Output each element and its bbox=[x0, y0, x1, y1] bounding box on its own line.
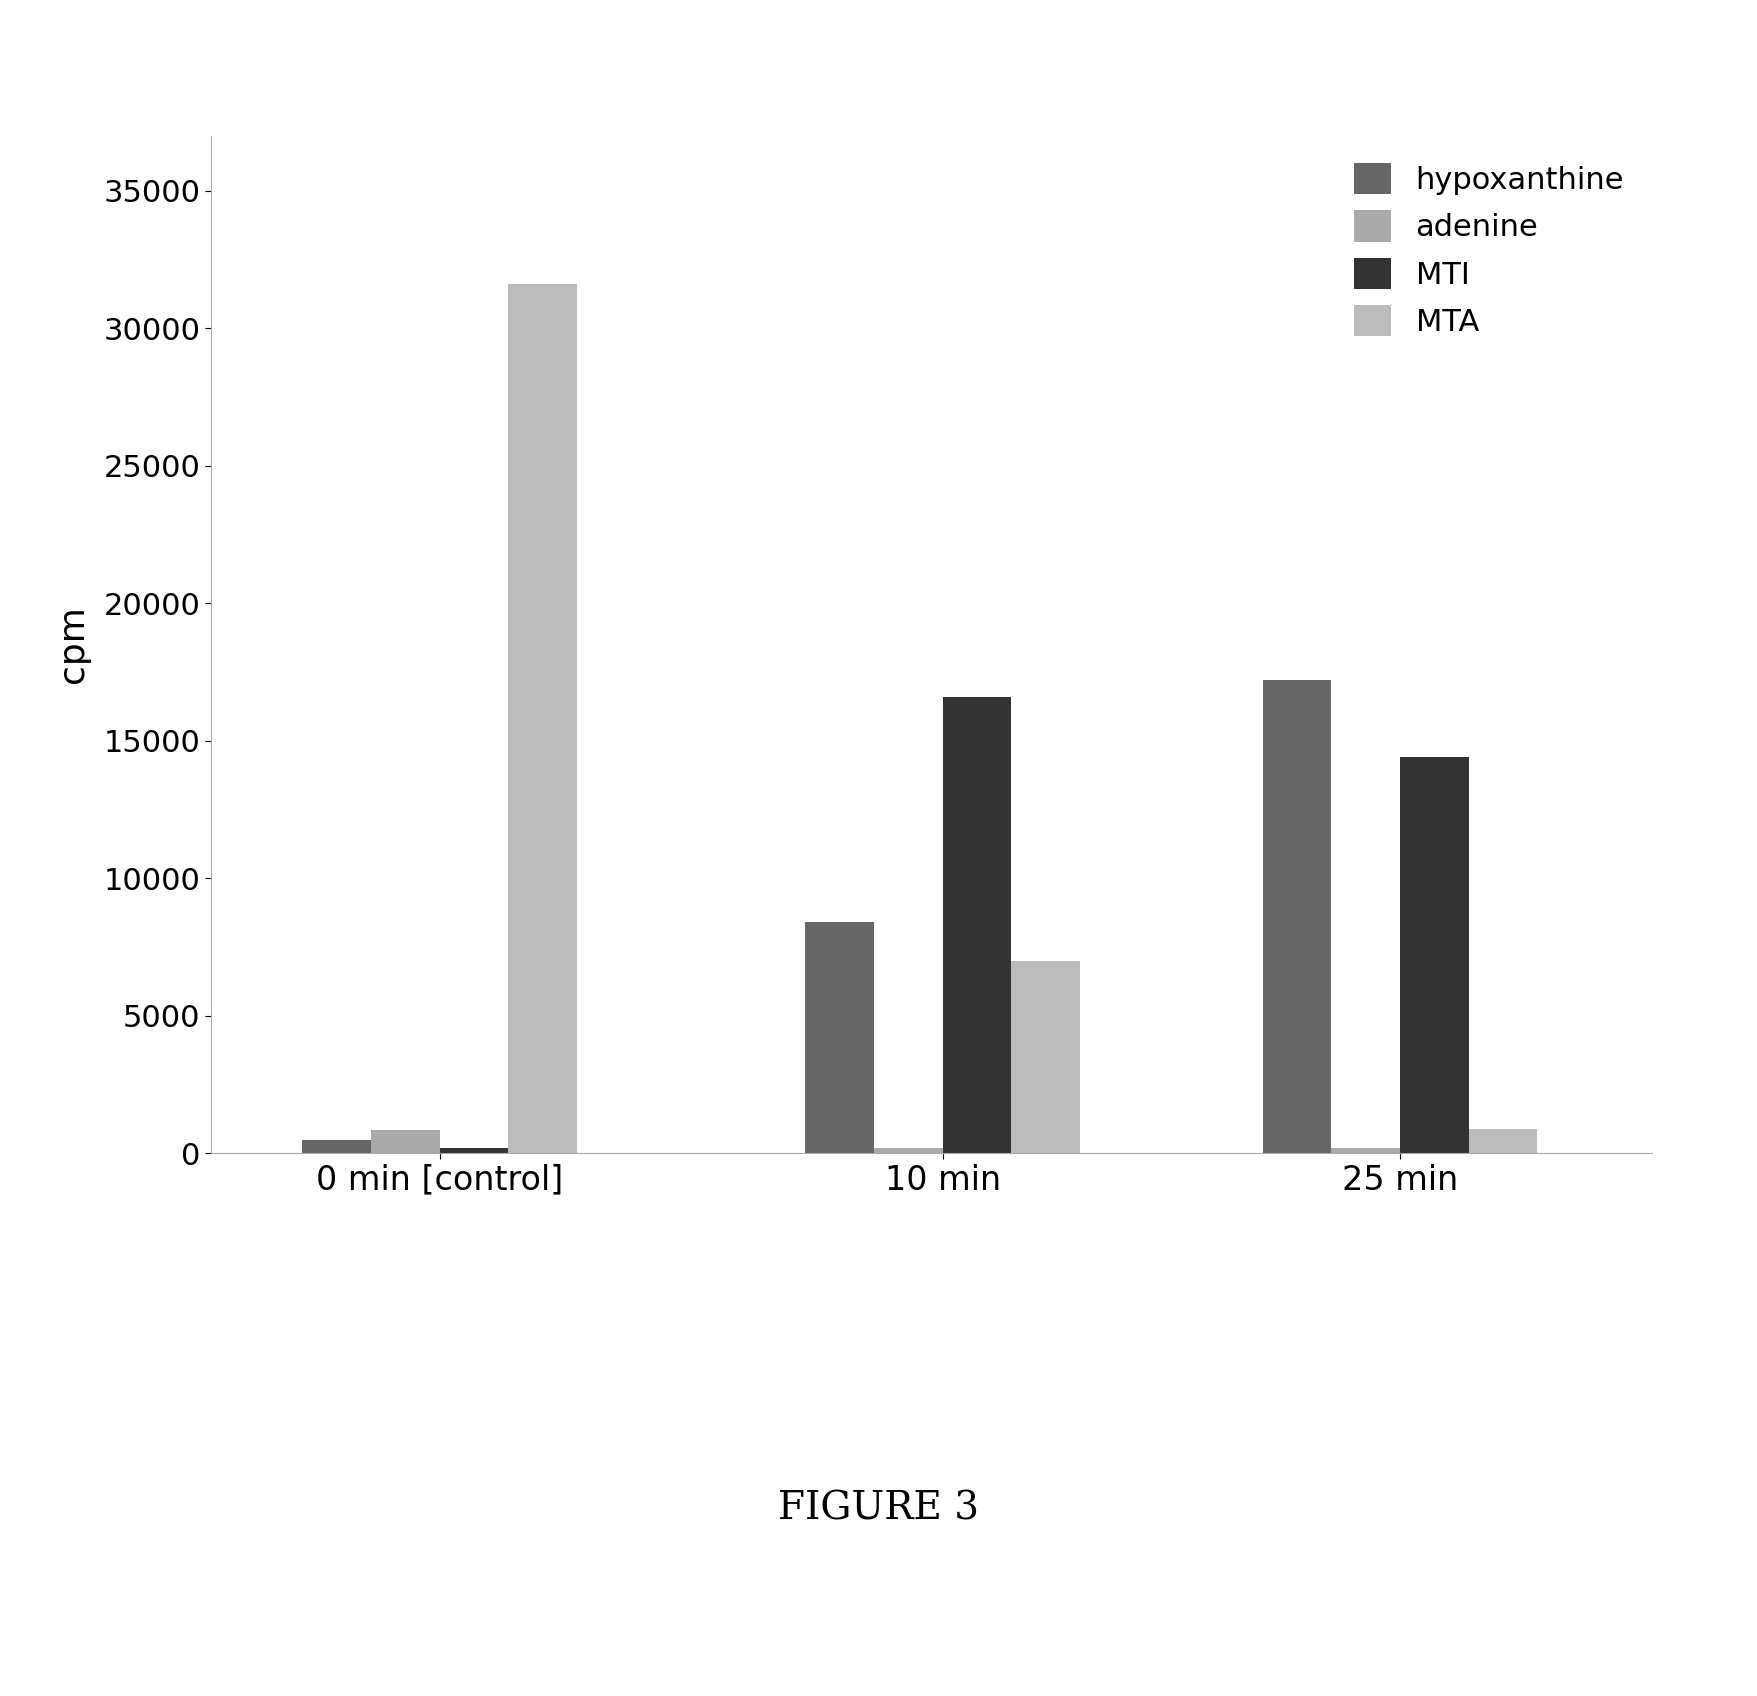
Bar bbox=[1469, 1128, 1537, 1153]
Bar bbox=[302, 1140, 371, 1153]
Bar bbox=[805, 923, 873, 1153]
Bar bbox=[873, 1148, 944, 1153]
Text: FIGURE 3: FIGURE 3 bbox=[778, 1491, 979, 1528]
Bar bbox=[1263, 680, 1332, 1153]
Bar bbox=[944, 697, 1012, 1153]
Y-axis label: cpm: cpm bbox=[56, 605, 90, 683]
Bar bbox=[508, 285, 576, 1153]
Bar bbox=[1012, 960, 1081, 1153]
Bar bbox=[1400, 756, 1469, 1153]
Bar bbox=[439, 1148, 508, 1153]
Bar bbox=[371, 1130, 439, 1153]
Bar bbox=[1332, 1148, 1400, 1153]
Legend: hypoxanthine, adenine, MTI, MTA: hypoxanthine, adenine, MTI, MTA bbox=[1342, 151, 1636, 349]
